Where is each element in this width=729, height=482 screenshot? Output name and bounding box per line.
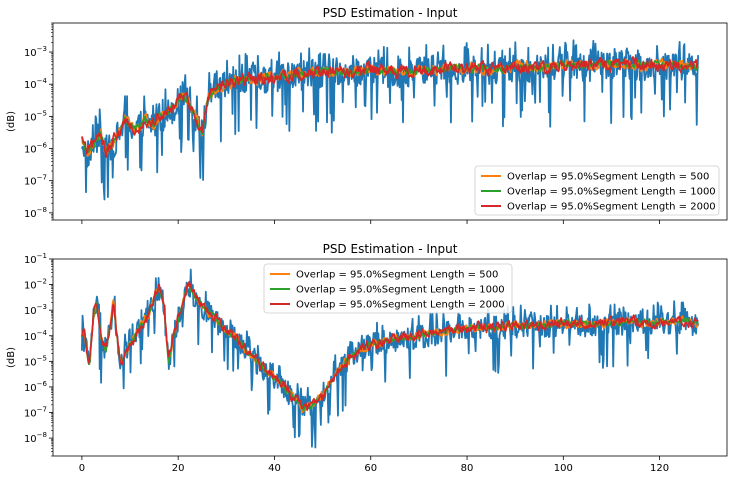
x-tick-label: 80 (461, 463, 474, 474)
y-tick-exponent: −6 (37, 142, 48, 150)
y-tick-label: 10−8 (24, 431, 47, 445)
series-line-3 (81, 56, 699, 158)
legend-entry: Overlap = 95.0%Segment Length = 2000 (507, 202, 716, 213)
legend-box (474, 165, 720, 216)
y-tick-exponent: −7 (37, 174, 47, 182)
chart-title: PSD Estimation - Input (323, 6, 458, 20)
y-tick-base: 10 (24, 209, 37, 220)
y-tick-base: 10 (24, 281, 37, 292)
y-tick-base: 10 (24, 255, 37, 266)
axes-frame (52, 258, 728, 457)
series-line-3 (81, 280, 699, 411)
y-tick-label: 10−7 (24, 174, 47, 188)
series-line-raw (81, 39, 700, 201)
y-tick-label: 10−3 (24, 45, 47, 59)
legend-entry: Overlap = 95.0%Segment Length = 500 (296, 270, 498, 281)
y-tick-label: 10−4 (24, 329, 48, 343)
y-tick-exponent: −6 (37, 380, 48, 388)
legend-entry: Overlap = 95.0%Segment Length = 1000 (296, 285, 505, 296)
y-tick-label: 10−5 (24, 109, 47, 123)
y-tick-exponent: −2 (37, 278, 47, 286)
chart-title: PSD Estimation - Input (323, 242, 458, 256)
y-tick-exponent: −5 (37, 109, 47, 117)
legend-box (263, 263, 513, 314)
y-tick-exponent: −7 (37, 406, 47, 414)
series-line-raw (80, 268, 700, 449)
y-tick-base: 10 (24, 177, 37, 188)
x-tick-label: 60 (364, 463, 377, 474)
x-tick-label: 120 (650, 463, 669, 474)
y-tick-exponent: −8 (37, 206, 47, 214)
y-tick-base: 10 (24, 434, 37, 445)
y-tick-base: 10 (24, 409, 37, 420)
y-tick-label: 10−5 (24, 354, 47, 368)
x-tick-label: 0 (79, 463, 85, 474)
y-tick-label: 10−6 (24, 142, 48, 156)
y-tick-label: 10−7 (24, 406, 47, 420)
top-subplot: PSD Estimation - Input(dB)10−810−710−610… (6, 6, 728, 224)
y-tick-base: 10 (24, 48, 37, 59)
x-tick-label: 40 (268, 463, 281, 474)
y-tick-exponent: −5 (37, 354, 47, 362)
y-tick-base: 10 (24, 383, 37, 394)
y-tick-label: 10−8 (24, 206, 47, 220)
bottom-subplot: PSD Estimation - Input (dB) 0 20 40 60 80 100 12… (6, 242, 728, 474)
plot-area (81, 39, 700, 201)
y-tick-exponent: −8 (37, 431, 47, 439)
plot-area (80, 268, 700, 449)
y-tick-base: 10 (24, 306, 37, 317)
legend: Overlap = 95.0%Segment Length = 500 Overl… (474, 165, 720, 216)
y-tick-base: 10 (24, 145, 37, 156)
legend-entry: Overlap = 95.0%Segment Length = 2000 (296, 300, 505, 311)
legend: Overlap = 95.0%Segment Length = 500 Overl… (263, 263, 513, 314)
series-line-2 (81, 59, 699, 154)
y-tick-label: 10−1 (24, 252, 47, 266)
x-tick-label: 20 (172, 463, 185, 474)
y-tick-exponent: −1 (37, 252, 47, 260)
y-tick-base: 10 (24, 80, 37, 91)
y-tick-label: 10−6 (24, 380, 48, 394)
y-tick-base: 10 (24, 332, 37, 343)
y-tick-label: 10−3 (24, 303, 47, 317)
y-tick-label: 10−2 (24, 278, 47, 292)
legend-entry: Overlap = 95.0%Segment Length = 1000 (507, 187, 716, 198)
y-tick-exponent: −4 (37, 77, 48, 85)
y-tick-base: 10 (24, 357, 37, 368)
y-tick-base: 10 (24, 112, 37, 123)
y-tick-exponent: −3 (37, 45, 47, 53)
y-axis-label: (dB) (6, 347, 17, 368)
y-tick-exponent: −3 (37, 303, 47, 311)
y-tick-exponent: −4 (37, 329, 48, 337)
y-axis-label: (dB) (6, 111, 17, 132)
x-tick-label: 100 (554, 463, 573, 474)
legend-entry: Overlap = 95.0%Segment Length = 500 (507, 172, 709, 183)
y-tick-label: 10−4 (24, 77, 48, 91)
